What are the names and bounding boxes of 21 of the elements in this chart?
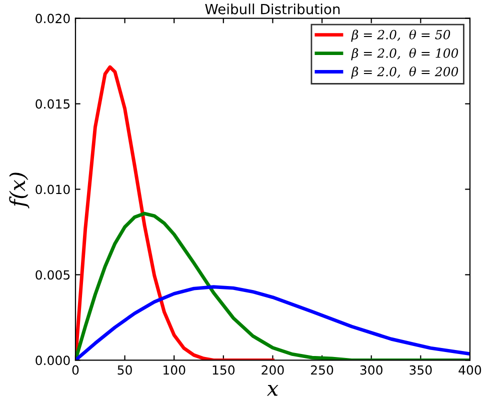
- line-series: [75, 65, 274, 360]
- x-tick-label: 0: [72, 365, 79, 375]
- x-tick-label: 400: [458, 365, 482, 375]
- x-tick-label: 350: [410, 365, 432, 375]
- legend-label: β = 2.0, θ = 100: [351, 48, 458, 60]
- legend-label: β = 2.0, θ = 200: [351, 66, 458, 79]
- x-tick-label: 300: [360, 365, 382, 375]
- y-tick-label: 0.020: [36, 14, 70, 24]
- y-tick-label: 0.005: [36, 270, 70, 280]
- y-tick-label: 0.015: [36, 99, 70, 109]
- y-tick-label: 0.000: [36, 356, 70, 366]
- x-tick-label: 100: [164, 365, 186, 375]
- x-axis-title: x: [266, 384, 278, 396]
- x-tick-label: 50: [118, 365, 132, 375]
- y-tick-label: 0.010: [36, 184, 70, 194]
- x-tick-label: 250: [311, 365, 334, 375]
- x-tick-label: 150: [212, 365, 235, 375]
- chart-title: Weibull Distribution: [205, 4, 340, 14]
- y-axis-title: f(x): [9, 172, 30, 208]
- x-tick-label: 200: [262, 365, 284, 375]
- legend-label: β = 2.0, θ = 50: [351, 30, 450, 42]
